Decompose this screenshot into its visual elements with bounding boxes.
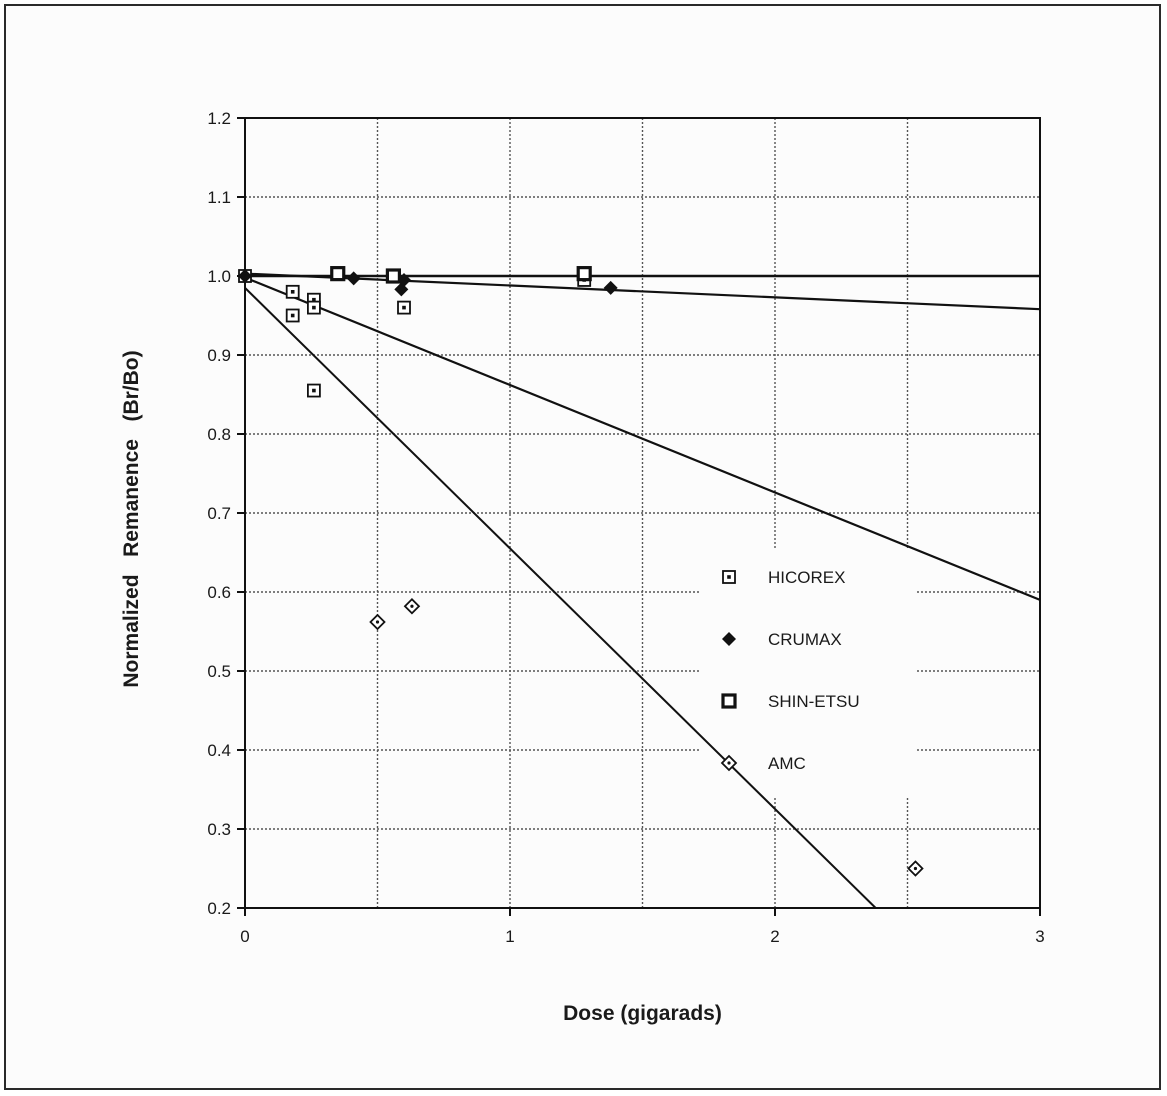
- data-point-hicorex: [285, 284, 300, 299]
- legend-marker-amc: [720, 754, 738, 772]
- grid: [244, 117, 1041, 909]
- y-tick-label: 0.9: [207, 346, 231, 365]
- legend-background: [700, 548, 916, 798]
- x-tick-label: 1: [505, 927, 514, 946]
- y-tick-label: 1.1: [207, 188, 231, 207]
- y-tick-label: 0.4: [207, 741, 231, 760]
- x-axis-title: Dose (gigarads): [563, 1002, 722, 1025]
- y-tick-label: 1.0: [207, 267, 231, 286]
- x-tick-label: 0: [240, 927, 249, 946]
- legend-marker-crumax: [722, 632, 736, 646]
- y-tick-label: 1.2: [207, 109, 231, 128]
- fit-lines: [244, 272, 1041, 909]
- data-point-crumax: [346, 271, 361, 286]
- legend-label-crumax: CRUMAX: [768, 630, 842, 649]
- y-axis-ticks: 0.2 0.3 0.4 0.5 0.6 0.7 0.8 0.9 1.0 1.1 1.2: [207, 109, 245, 918]
- y-axis-title: Normalized Remanence (Br/Bo): [120, 350, 143, 687]
- y-tick-label: 0.7: [207, 504, 231, 523]
- legend-label-amc: AMC: [768, 754, 806, 773]
- data-point-hicorex: [306, 300, 321, 315]
- data-point-amc: [369, 613, 386, 631]
- data-points: [238, 266, 924, 877]
- x-tick-label: 3: [1035, 927, 1044, 946]
- data-point-crumax: [603, 280, 618, 295]
- legend-label-shin-etsu: SHIN-ETSU: [768, 692, 860, 711]
- data-point-amc: [907, 860, 924, 877]
- fit-line: [244, 276, 1041, 601]
- x-tick-label: 2: [770, 927, 779, 946]
- legend-marker-shin-etsu: [721, 693, 737, 709]
- data-point-crumax: [238, 269, 252, 283]
- fit-line: [244, 287, 877, 909]
- x-axis-ticks: 0 1 2 3: [240, 908, 1045, 946]
- fit-line: [244, 272, 1041, 311]
- y-tick-label: 0.6: [207, 583, 231, 602]
- data-point-hicorex: [306, 383, 321, 398]
- data-point-amc: [403, 597, 421, 615]
- y-tick-label: 0.5: [207, 662, 231, 681]
- legend-label-hicorex: HICOREX: [768, 568, 845, 587]
- y-tick-label: 0.2: [207, 899, 231, 918]
- legend-marker-hicorex: [722, 570, 736, 584]
- legend-box: [700, 548, 916, 798]
- data-point-shin-etsu: [385, 268, 401, 284]
- data-point-hicorex: [397, 300, 411, 315]
- y-tick-label: 0.3: [207, 820, 231, 839]
- data-point-shin-etsu: [330, 266, 346, 282]
- data-point-hicorex: [285, 308, 300, 323]
- y-tick-label: 0.8: [207, 425, 231, 444]
- data-point-shin-etsu: [576, 266, 592, 282]
- legend: HICOREX CRUMAX SHIN-ETSU AMC: [720, 568, 860, 773]
